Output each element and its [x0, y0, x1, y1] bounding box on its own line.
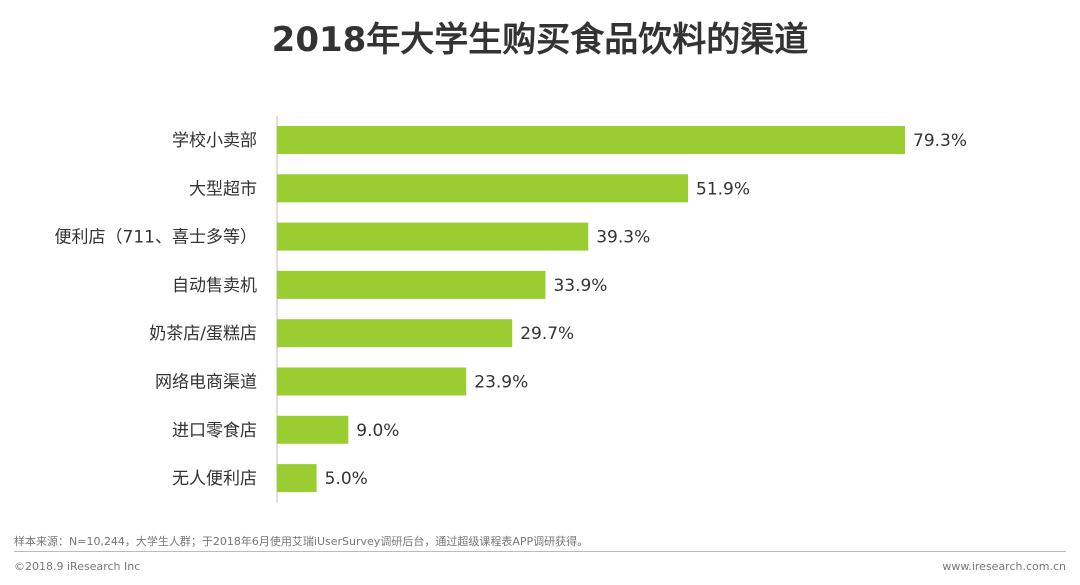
data-label: 5.0%	[325, 469, 368, 489]
category-label: 无人便利店	[172, 469, 257, 489]
source-note: 样本来源：N=10,244，大学生人群；于2018年6月使用艾瑞iUserSur…	[14, 535, 589, 548]
data-label: 9.0%	[356, 421, 399, 441]
category-label: 网络电商渠道	[155, 373, 257, 393]
website-link[interactable]: www.iresearch.com.cn	[942, 560, 1066, 573]
bar	[277, 174, 689, 203]
category-label: 学校小卖部	[172, 131, 257, 151]
data-label: 39.3%	[596, 228, 650, 248]
category-label: 奶茶店/蛋糕店	[149, 324, 257, 344]
data-label: 23.9%	[474, 373, 528, 393]
bar	[277, 319, 513, 348]
chart-title: 2018年大学生购买食品饮料的渠道	[271, 20, 809, 60]
bar	[277, 367, 467, 396]
bar	[277, 126, 905, 154]
data-label: 51.9%	[696, 179, 750, 199]
bar-chart: 学校小卖部 79.3% 大型超市 51.9% 便利店（711、喜士多等） 39.3% 自动售…	[55, 115, 967, 503]
category-label: 便利店（711、喜士多等）	[55, 228, 257, 248]
footer-divider	[14, 551, 1066, 552]
category-label: 大型超市	[189, 179, 257, 199]
bar	[277, 270, 546, 299]
bar	[277, 222, 589, 251]
data-label: 29.7%	[520, 324, 574, 344]
category-label: 自动售卖机	[172, 276, 257, 296]
bar	[277, 415, 349, 444]
bar	[277, 464, 317, 493]
category-label: 进口零食店	[172, 421, 257, 441]
data-label: 79.3%	[913, 131, 967, 151]
data-label: 33.9%	[553, 276, 607, 296]
copyright-text: ©2018.9 iResearch Inc	[14, 560, 141, 573]
